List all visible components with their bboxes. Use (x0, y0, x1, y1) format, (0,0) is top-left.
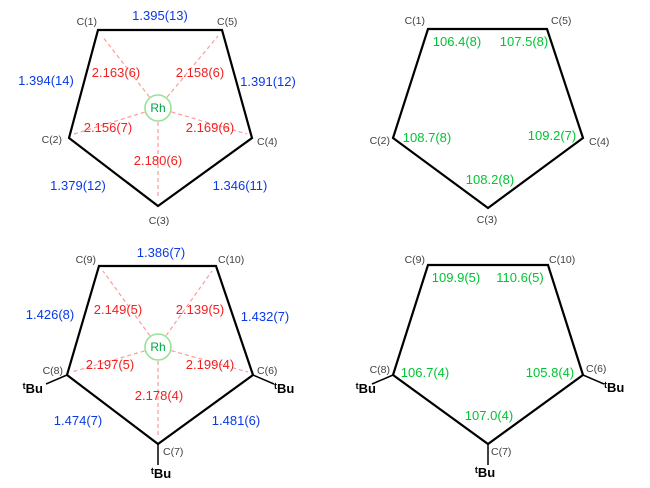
rh-distance-c7: 2.178(4) (135, 388, 183, 403)
atom-label-c4: C(4) (257, 136, 277, 148)
tbu-label-c7: tBu (475, 465, 495, 480)
pentagon-ring (67, 28, 254, 208)
rh-c9-dashed-bond (102, 270, 159, 348)
rh-distance-c2: 2.156(7) (84, 120, 132, 135)
pentagon-ring (391, 27, 585, 210)
angle-at-c7: 107.0(4) (465, 408, 513, 423)
bond-length-c9-c10: 1.386(7) (137, 245, 185, 260)
rh-c10-dashed-bond (157, 270, 213, 348)
rh-atom-label: Rh (150, 101, 165, 115)
c8-tbu-bond (371, 374, 394, 385)
angle-at-c9: 109.9(5) (432, 270, 480, 285)
bond-length-c6-c7: 1.481(6) (212, 413, 260, 428)
rh-distance-c9: 2.149(5) (94, 302, 142, 317)
rh-c6-dashed-bond (157, 346, 249, 373)
tbu-label-c6: tBu (274, 381, 294, 396)
diagram-tbu-cp-ring-angles: C(9) C(10) C(8) C(6) C(7) tBu tBu tBu 10… (356, 254, 625, 480)
atom-label-c4: C(4) (589, 136, 609, 148)
angle-at-c4: 109.2(7) (528, 128, 576, 143)
tbu-label-c6: tBu (604, 380, 624, 395)
bond-length-c8-c9: 1.426(8) (26, 307, 74, 322)
rh-c5-dashed-bond (157, 35, 219, 109)
atom-label-c5: C(5) (217, 16, 237, 28)
rh-distance-c5: 2.158(6) (176, 65, 224, 80)
rh-c2-dashed-bond (73, 107, 159, 135)
atom-label-c9: C(9) (76, 254, 96, 266)
angle-at-c1: 106.4(8) (433, 34, 481, 49)
atom-label-c9: C(9) (405, 254, 425, 266)
angle-at-c5: 107.5(8) (500, 34, 548, 49)
c6-tbu-bond (582, 374, 605, 385)
rh-c-dashed-bonds (73, 35, 248, 199)
atom-label-c2: C(2) (42, 134, 62, 146)
rh-c4-dashed-bond (157, 107, 248, 135)
atom-label-c6: C(6) (586, 363, 606, 375)
diagram-cp-ring-angles: C(1) C(5) C(2) C(4) C(3) 106.4(8) 107.5(… (370, 15, 610, 226)
atom-label-c1: C(1) (77, 16, 97, 28)
diagram-cp-ring-bond-lengths: Rh C(1) C(5) C(2) C(4) C(3) 1.395(13) 1.… (18, 8, 296, 227)
bond-length-c3-c4: 1.346(11) (213, 178, 268, 193)
rh-distance-c3: 2.180(6) (134, 153, 182, 168)
rh-distance-c10: 2.139(5) (176, 302, 224, 317)
c8-tbu-bond (45, 374, 68, 385)
rh-atom-circle (144, 333, 172, 361)
angle-at-c10: 110.6(5) (496, 270, 543, 285)
rh-c-dashed-bonds (71, 270, 249, 438)
rh-atom-circle (144, 94, 172, 122)
atom-label-c8: C(8) (43, 365, 63, 377)
angle-at-c6: 105.8(4) (526, 365, 574, 380)
atom-label-c10: C(10) (549, 254, 575, 266)
bond-length-c1-c2: 1.394(14) (18, 73, 74, 88)
rh-atom-label: Rh (150, 340, 165, 354)
atom-label-c5: C(5) (551, 15, 571, 27)
rh-c8-dashed-bond (71, 346, 159, 373)
atom-label-c1: C(1) (405, 15, 425, 27)
tbu-label-c8: tBu (23, 381, 43, 396)
bond-length-c7-c8: 1.474(7) (54, 413, 102, 428)
bond-length-c2-c3: 1.379(12) (50, 178, 106, 193)
tbu-label-c7: tBu (151, 466, 171, 481)
angle-at-c8: 106.7(4) (401, 365, 449, 380)
rh-distance-c4: 2.169(6) (186, 120, 234, 135)
tbu-label-c8: tBu (356, 381, 376, 396)
atom-label-c7: C(7) (163, 446, 183, 458)
atom-label-c3: C(3) (149, 215, 169, 227)
angle-at-c3: 108.2(8) (466, 172, 514, 187)
rh-distance-c6: 2.199(4) (186, 357, 234, 372)
atom-label-c3: C(3) (477, 214, 497, 226)
rh-distance-c1: 2.163(6) (92, 65, 140, 80)
c6-tbu-bond (252, 374, 275, 385)
pentagon-ring (391, 263, 585, 446)
rh-distance-c8: 2.197(5) (86, 357, 134, 372)
diagram-tbu-cp-ring-bond-lengths: Rh C(9) C(10) C(8) C(6) C(7) tBu tBu tBu… (23, 245, 295, 481)
atom-label-c8: C(8) (370, 364, 390, 376)
bond-length-c1-c5: 1.395(13) (132, 8, 188, 23)
rh-c1-dashed-bond (101, 35, 159, 109)
atom-label-c2: C(2) (370, 135, 390, 147)
atom-label-c7: C(7) (491, 446, 511, 458)
pentagon-ring (65, 264, 255, 446)
atom-label-c6: C(6) (257, 365, 277, 377)
angle-at-c2: 108.7(8) (403, 130, 451, 145)
atom-label-c10: C(10) (218, 254, 244, 266)
bond-length-c6-c10: 1.432(7) (241, 309, 289, 324)
bond-length-c4-c5: 1.391(12) (240, 74, 296, 89)
